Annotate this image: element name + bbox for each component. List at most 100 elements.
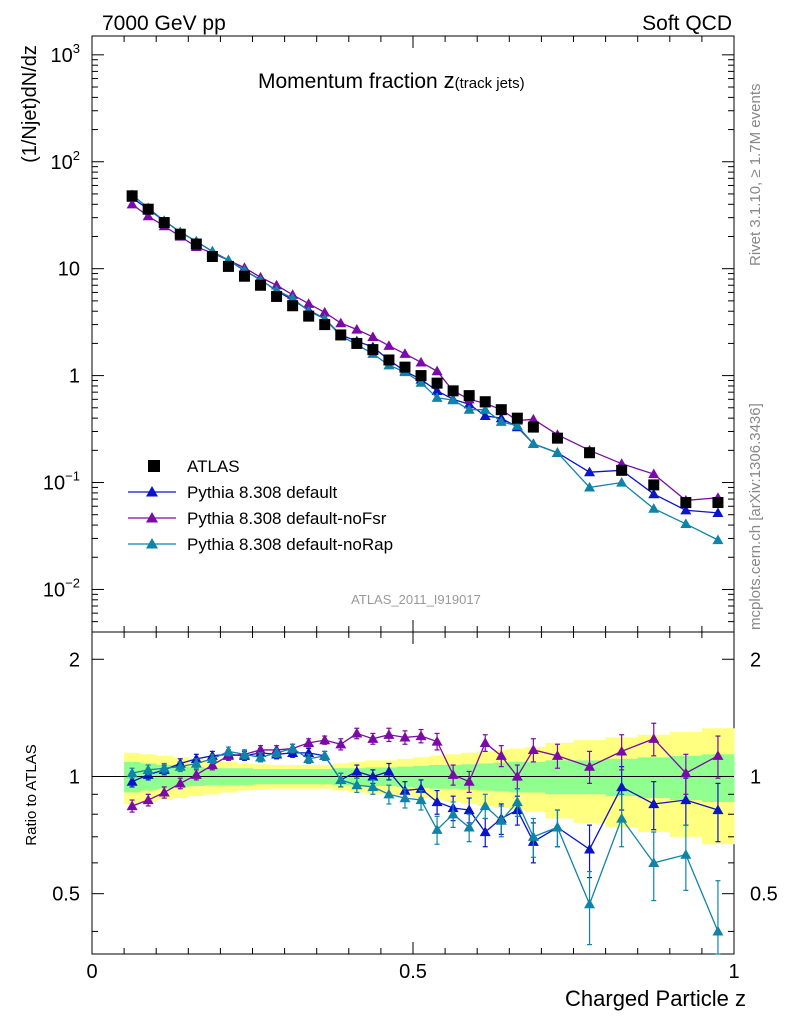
legend-marker [146, 538, 158, 549]
ratio-marker [190, 769, 202, 779]
series-marker [680, 504, 692, 515]
ratio-marker [367, 781, 379, 792]
data-point [511, 412, 523, 424]
ratio-marker [255, 751, 267, 762]
series-marker [287, 292, 299, 303]
ratio-marker [351, 765, 363, 776]
series-marker [319, 306, 331, 317]
series-marker [495, 416, 507, 426]
series-marker [479, 404, 491, 414]
ratio-marker [479, 737, 491, 747]
ratio-marker [447, 808, 459, 819]
ratio-marker [431, 824, 443, 834]
ratio-marker [367, 770, 379, 781]
series-marker [584, 481, 596, 492]
data-point [142, 203, 154, 215]
series-marker [367, 331, 379, 342]
data-point [399, 361, 411, 373]
series-marker [616, 477, 628, 487]
data-point [238, 270, 250, 282]
ratio-marker [616, 781, 628, 792]
band-inner-bin [525, 761, 546, 793]
ratio-marker [584, 761, 596, 771]
legend-marker [146, 486, 158, 497]
data-point [415, 370, 427, 382]
data-point [255, 279, 267, 291]
series-marker [680, 518, 692, 529]
ratio-marker [463, 776, 475, 786]
ratio-marker [399, 731, 411, 742]
ratio-marker [190, 757, 202, 768]
series-marker [584, 466, 596, 477]
data-point [495, 404, 507, 416]
data-point [680, 497, 692, 509]
energy-label: 7000 GeV pp [102, 12, 226, 35]
ratio-y-axis: 0.5 0.5 1 1 2 2 [52, 649, 778, 932]
ratio-marker [415, 783, 427, 793]
y-tick-base: 10 [51, 45, 73, 67]
ratio-series-layer [126, 722, 724, 955]
plot-title: Momentum fraction z(track jets) [258, 68, 525, 93]
y-tick-exponent: 3 [73, 41, 80, 56]
ratio-marker [680, 767, 692, 778]
ratio-marker [511, 796, 523, 807]
mcplots-label: mcplots.cern.ch [arXiv:1306.3436] [747, 403, 764, 630]
ratio-marker [303, 753, 315, 763]
x-tick-label: 0 [86, 961, 97, 983]
ratio-marker [616, 745, 628, 756]
ratio-marker [383, 788, 395, 799]
series-marker [415, 377, 427, 387]
ratio-marker [680, 794, 692, 805]
process-label: Soft QCD [642, 12, 732, 35]
series-marker [399, 348, 411, 358]
data-point [206, 250, 218, 262]
x-tick-label: 1 [728, 961, 739, 983]
data-point [712, 497, 724, 509]
analysis-id: ATLAS_2011_I919017 [351, 592, 481, 607]
ratio-marker [648, 733, 660, 743]
ratio-marker [303, 737, 315, 747]
series-marker [648, 488, 660, 499]
series-marker [431, 365, 443, 376]
y-tick-base: 10 [43, 579, 65, 601]
ratio-marker [383, 765, 395, 776]
data-point [303, 310, 315, 322]
ratio-marker [126, 776, 138, 786]
ratio-marker [712, 804, 724, 815]
series-marker [431, 392, 443, 402]
ratio-marker [399, 792, 411, 803]
series-marker [527, 438, 539, 448]
data-point [479, 396, 491, 408]
band-inner-bin [545, 760, 574, 795]
ratio-marker [255, 744, 267, 755]
y-tick-label: 102 [51, 148, 80, 174]
y-tick-base: 10 [43, 473, 65, 495]
main-y-label: (1/Njet)dN/dz [19, 45, 41, 163]
ratio-marker [383, 729, 395, 739]
data-point [190, 238, 202, 250]
ratio-marker [287, 742, 299, 753]
ratio-marker [463, 804, 475, 815]
ratio-marker [447, 769, 459, 779]
x-tick-label: 0.5 [399, 961, 427, 983]
series-marker [447, 394, 459, 405]
band-inner-bin [493, 762, 510, 792]
data-point [351, 337, 363, 349]
ratio-marker [712, 750, 724, 760]
ratio-marker [415, 794, 427, 805]
ratio-marker [479, 826, 491, 837]
data-point [222, 260, 234, 272]
ratio-marker [495, 750, 507, 760]
data-point [648, 479, 660, 491]
ratio-marker [527, 744, 539, 755]
ratio-marker [335, 774, 347, 785]
ratio-marker [415, 730, 427, 741]
data-point [383, 354, 395, 366]
ratio-marker [222, 745, 234, 756]
ratio-tick-label-right: 1 [750, 766, 761, 788]
x-axis: 0 0.5 1 [86, 36, 740, 983]
ratio-marker [142, 764, 154, 774]
ratio-marker [351, 779, 363, 790]
plot-title-prefix: Momentum fraction [258, 70, 444, 93]
